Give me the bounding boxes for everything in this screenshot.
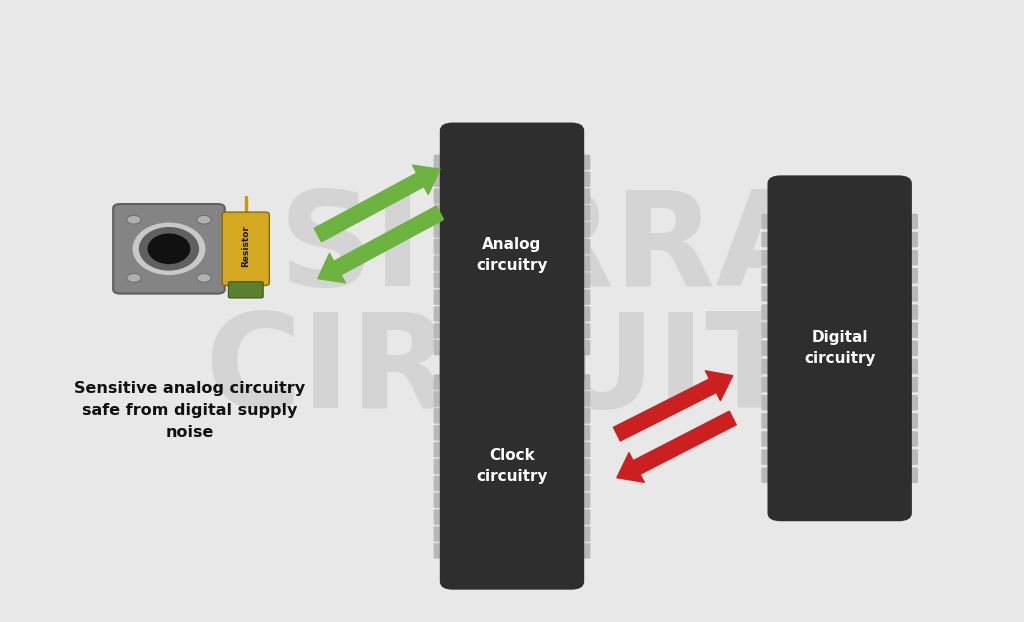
FancyBboxPatch shape [440,343,584,590]
FancyBboxPatch shape [569,408,590,424]
FancyBboxPatch shape [569,543,590,559]
FancyBboxPatch shape [897,304,918,320]
Text: SIERRA
CIRCUITS: SIERRA CIRCUITS [205,187,891,435]
FancyBboxPatch shape [434,155,455,170]
FancyBboxPatch shape [761,395,782,411]
Text: Clock
circuitry: Clock circuitry [476,448,548,485]
FancyBboxPatch shape [434,340,455,355]
FancyBboxPatch shape [569,509,590,525]
FancyBboxPatch shape [569,340,590,355]
Circle shape [127,274,141,282]
FancyBboxPatch shape [434,188,455,204]
FancyBboxPatch shape [761,449,782,465]
FancyBboxPatch shape [897,431,918,447]
FancyBboxPatch shape [434,239,455,254]
FancyBboxPatch shape [897,395,918,411]
Circle shape [127,215,141,224]
FancyBboxPatch shape [113,204,225,294]
FancyBboxPatch shape [761,341,782,356]
FancyBboxPatch shape [569,289,590,305]
Ellipse shape [139,227,199,271]
FancyBboxPatch shape [761,468,782,483]
FancyBboxPatch shape [569,323,590,338]
FancyBboxPatch shape [434,543,455,559]
FancyBboxPatch shape [761,377,782,392]
FancyBboxPatch shape [434,172,455,187]
FancyBboxPatch shape [761,232,782,248]
FancyBboxPatch shape [768,175,911,521]
FancyBboxPatch shape [569,205,590,221]
FancyBboxPatch shape [434,323,455,338]
FancyBboxPatch shape [434,256,455,271]
FancyBboxPatch shape [761,431,782,447]
Circle shape [197,274,211,282]
Text: Analog
circuitry: Analog circuitry [476,237,548,273]
FancyBboxPatch shape [569,526,590,542]
FancyBboxPatch shape [761,322,782,338]
FancyBboxPatch shape [440,123,584,388]
FancyBboxPatch shape [761,250,782,266]
FancyBboxPatch shape [569,459,590,474]
FancyBboxPatch shape [434,493,455,508]
FancyBboxPatch shape [897,341,918,356]
FancyBboxPatch shape [761,359,782,374]
FancyBboxPatch shape [897,322,918,338]
FancyBboxPatch shape [569,256,590,271]
FancyBboxPatch shape [761,304,782,320]
Ellipse shape [132,223,206,275]
FancyBboxPatch shape [569,374,590,390]
FancyBboxPatch shape [761,413,782,429]
FancyBboxPatch shape [569,222,590,238]
FancyBboxPatch shape [434,272,455,288]
FancyBboxPatch shape [761,268,782,284]
FancyBboxPatch shape [761,213,782,229]
FancyBboxPatch shape [569,476,590,491]
FancyBboxPatch shape [434,391,455,407]
FancyBboxPatch shape [897,213,918,229]
FancyBboxPatch shape [569,391,590,407]
FancyBboxPatch shape [897,268,918,284]
FancyBboxPatch shape [897,449,918,465]
FancyBboxPatch shape [569,425,590,440]
Text: Digital
circuitry: Digital circuitry [804,330,876,366]
FancyBboxPatch shape [897,286,918,302]
FancyBboxPatch shape [569,493,590,508]
FancyBboxPatch shape [897,232,918,248]
FancyBboxPatch shape [434,442,455,457]
FancyBboxPatch shape [569,306,590,322]
FancyBboxPatch shape [569,442,590,457]
FancyBboxPatch shape [434,222,455,238]
FancyBboxPatch shape [569,155,590,170]
FancyBboxPatch shape [569,239,590,254]
FancyBboxPatch shape [434,526,455,542]
FancyBboxPatch shape [897,250,918,266]
FancyBboxPatch shape [434,425,455,440]
FancyBboxPatch shape [222,212,269,285]
FancyBboxPatch shape [761,286,782,302]
Text: Sensitive analog circuitry
safe from digital supply
noise: Sensitive analog circuitry safe from dig… [74,381,305,440]
FancyBboxPatch shape [434,205,455,221]
Text: Resistor: Resistor [242,225,250,267]
FancyBboxPatch shape [434,289,455,305]
FancyBboxPatch shape [228,282,263,298]
FancyBboxPatch shape [569,272,590,288]
FancyBboxPatch shape [569,188,590,204]
FancyBboxPatch shape [434,374,455,390]
FancyBboxPatch shape [434,306,455,322]
FancyBboxPatch shape [434,459,455,474]
FancyBboxPatch shape [897,413,918,429]
Circle shape [197,215,211,224]
FancyBboxPatch shape [434,476,455,491]
Ellipse shape [147,233,190,264]
FancyBboxPatch shape [897,359,918,374]
FancyBboxPatch shape [897,377,918,392]
FancyBboxPatch shape [897,468,918,483]
FancyBboxPatch shape [434,509,455,525]
FancyBboxPatch shape [434,408,455,424]
FancyBboxPatch shape [569,172,590,187]
